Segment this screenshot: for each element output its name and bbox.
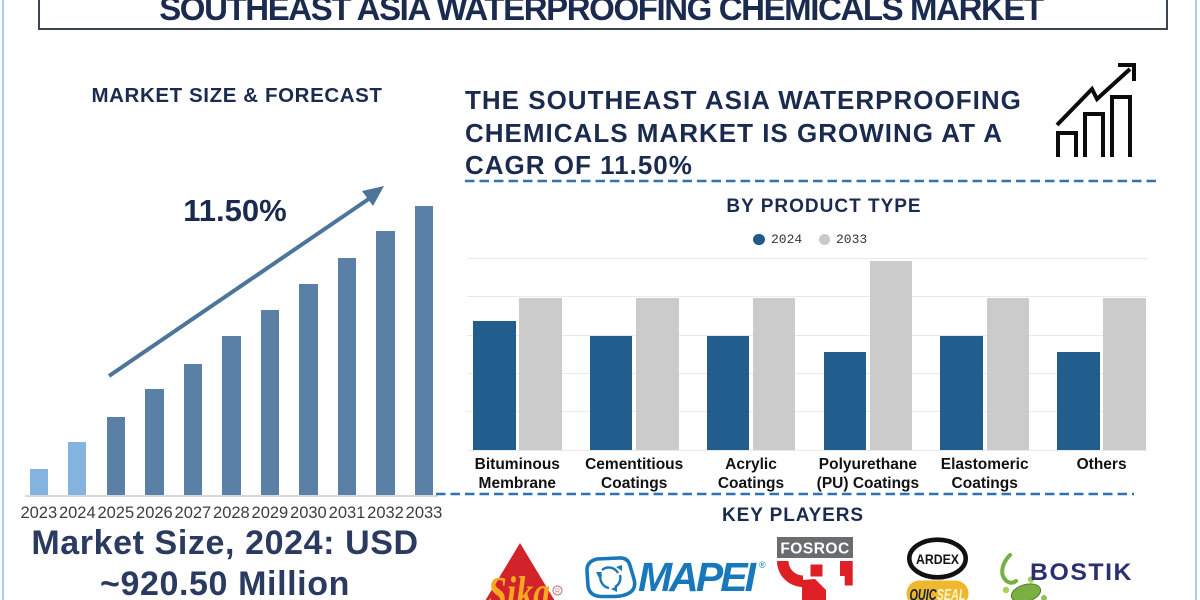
svg-text:BOSTIK: BOSTIK — [1030, 559, 1133, 586]
svg-text:®: ® — [759, 560, 766, 570]
svg-text:R: R — [555, 589, 560, 596]
svg-text:MAPEI: MAPEI — [638, 554, 758, 600]
svg-text:FOSROC: FOSROC — [780, 541, 849, 558]
svg-text:Sika: Sika — [488, 568, 550, 600]
svg-text:ARDEX: ARDEX — [916, 552, 959, 567]
svg-text:QUICSEAL: QUICSEAL — [910, 587, 966, 600]
